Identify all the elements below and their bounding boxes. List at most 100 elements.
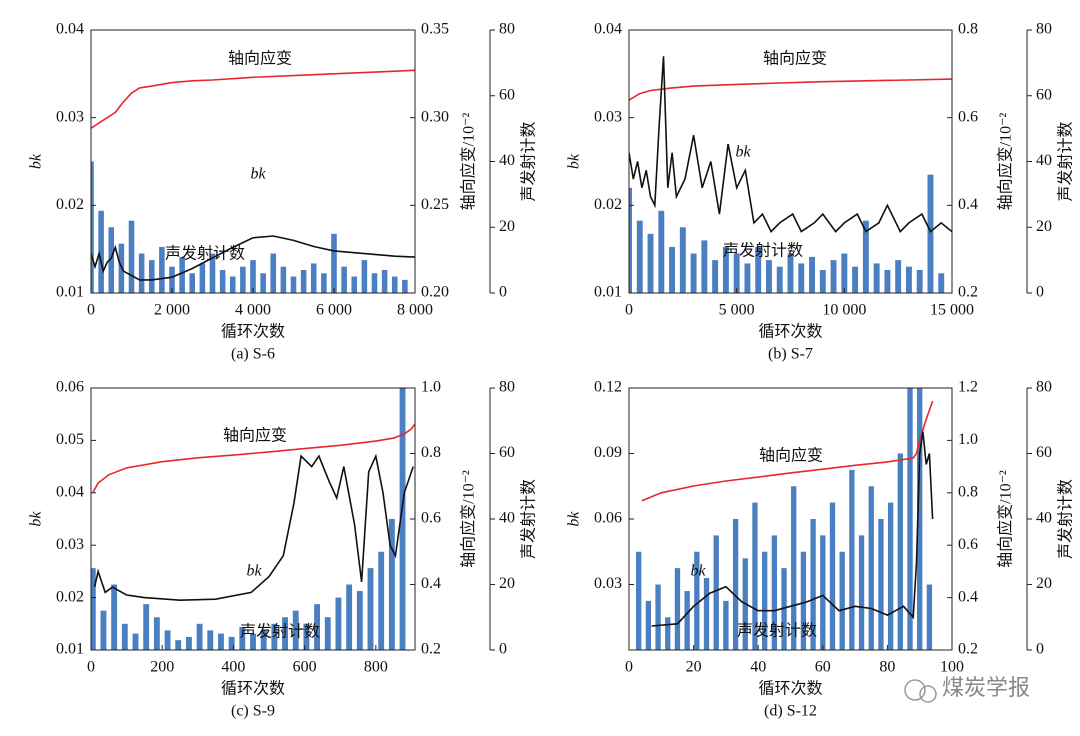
ae-bar xyxy=(723,600,729,650)
plot-area xyxy=(629,56,952,293)
x-tick-label: 0 xyxy=(625,659,633,676)
plot-area xyxy=(636,388,934,650)
panel: 声发射计数 轴向应变 bk 0 5 000 10 000 15 000 0.01 0.02 0.0… xyxy=(566,21,1075,363)
ae-bar xyxy=(100,610,107,650)
ae-bar xyxy=(300,269,307,293)
y-axis-label: bk xyxy=(28,153,45,169)
ae-bar xyxy=(927,174,934,293)
x-axis-label: 循环次数 xyxy=(758,323,822,341)
bk-line xyxy=(91,235,415,281)
y3-tick-label: 80 xyxy=(1036,21,1052,38)
y3-tick-label: 40 xyxy=(1036,510,1052,527)
y3-tick-label: 0 xyxy=(1036,284,1044,301)
x-axis-label: 循环次数 xyxy=(221,680,285,698)
ae-bar xyxy=(219,269,226,293)
ae-bar xyxy=(800,551,807,650)
ae-bar xyxy=(852,266,859,293)
ae-bar xyxy=(196,623,203,650)
ae-bar xyxy=(887,502,894,650)
series-label: bk xyxy=(735,144,751,161)
y-tick-label: 0.04 xyxy=(56,21,84,38)
y-tick-label: 0.09 xyxy=(594,444,622,461)
y3-tick-label: 20 xyxy=(499,218,515,235)
y2-tick-label: 0.4 xyxy=(958,196,978,213)
ae-bar xyxy=(270,253,277,293)
y2-axis-label: 轴向应变/10⁻² xyxy=(459,470,478,568)
ae-bar xyxy=(679,227,686,293)
series-label: 声发射计数 xyxy=(723,242,803,260)
y-tick-label: 0.12 xyxy=(594,379,622,396)
y2-tick-label: 0.30 xyxy=(421,108,449,125)
x-tick-label: 100 xyxy=(940,659,964,676)
series-label: 轴向应变 xyxy=(228,49,292,68)
y3-tick-label: 60 xyxy=(499,86,515,103)
ae-bar xyxy=(361,260,368,293)
ae-bar xyxy=(159,246,165,293)
y-axis-label: bk xyxy=(566,153,583,169)
y3-tick-label: 60 xyxy=(499,444,515,461)
ae-bar xyxy=(239,627,246,650)
bk-line xyxy=(629,56,952,233)
ae-bar xyxy=(862,220,869,293)
y2-axis-label: 轴向应变/10⁻² xyxy=(459,112,478,210)
ae-bar xyxy=(218,633,224,650)
y-axis-label: bk xyxy=(28,511,45,527)
y3-tick-label: 60 xyxy=(1036,86,1052,103)
ae-bar xyxy=(744,263,751,293)
ae-bar xyxy=(260,630,267,650)
ae-bar xyxy=(402,279,408,293)
ae-bar xyxy=(830,260,837,293)
x-axis-label: 循环次数 xyxy=(221,323,285,341)
y-tick-label: 0.01 xyxy=(56,641,84,658)
y-tick-label: 0.03 xyxy=(56,536,84,553)
y3-tick-label: 20 xyxy=(1036,575,1052,592)
x-tick-label: 40 xyxy=(750,659,766,676)
ae-bar xyxy=(164,630,171,650)
ae-bar xyxy=(356,591,363,650)
ae-bar xyxy=(250,260,256,293)
y2-tick-label: 1.0 xyxy=(421,379,441,396)
ae-bar xyxy=(713,535,719,650)
ae-bar xyxy=(128,220,135,293)
x-tick-label: 15 000 xyxy=(930,302,974,319)
ae-bar xyxy=(809,256,815,293)
ae-bar xyxy=(858,535,865,650)
ae-bar xyxy=(776,266,783,293)
ae-bar xyxy=(907,388,913,650)
ae-bar xyxy=(282,617,288,650)
ae-bar xyxy=(798,263,805,293)
ae-bar xyxy=(331,233,337,293)
ae-bar xyxy=(722,246,729,293)
y-tick-label: 0.02 xyxy=(56,588,84,605)
ae-bar xyxy=(647,233,654,293)
y2-tick-label: 0.4 xyxy=(958,588,978,605)
ae-bar xyxy=(250,633,256,650)
ae-bar xyxy=(752,502,758,650)
ae-bar xyxy=(199,263,206,293)
y2-tick-label: 0.8 xyxy=(958,483,978,500)
watermark-icon xyxy=(919,685,937,703)
ae-bar xyxy=(665,617,671,650)
y3-tick-label: 0 xyxy=(1036,641,1044,658)
ae-bar xyxy=(841,253,848,293)
ae-bar xyxy=(897,453,903,650)
ae-bar xyxy=(905,266,912,293)
ae-bar xyxy=(179,256,185,293)
ae-bar xyxy=(658,210,665,293)
ae-bar xyxy=(367,568,374,650)
ae-bar xyxy=(732,519,739,650)
y2-tick-label: 0.8 xyxy=(958,21,978,38)
caption: (d) S-12 xyxy=(764,703,817,720)
ae-bar xyxy=(701,240,708,293)
ae-bar xyxy=(91,161,94,293)
ae-bar xyxy=(733,253,740,293)
ae-bar xyxy=(98,210,104,293)
ae-bar xyxy=(209,253,216,293)
y2-tick-label: 1.0 xyxy=(958,431,978,448)
y3-tick-label: 40 xyxy=(499,510,515,527)
ae-bar xyxy=(153,617,160,650)
ae-bar xyxy=(207,630,214,650)
y3-tick-label: 40 xyxy=(1036,152,1052,169)
y-tick-label: 0.06 xyxy=(594,510,622,527)
